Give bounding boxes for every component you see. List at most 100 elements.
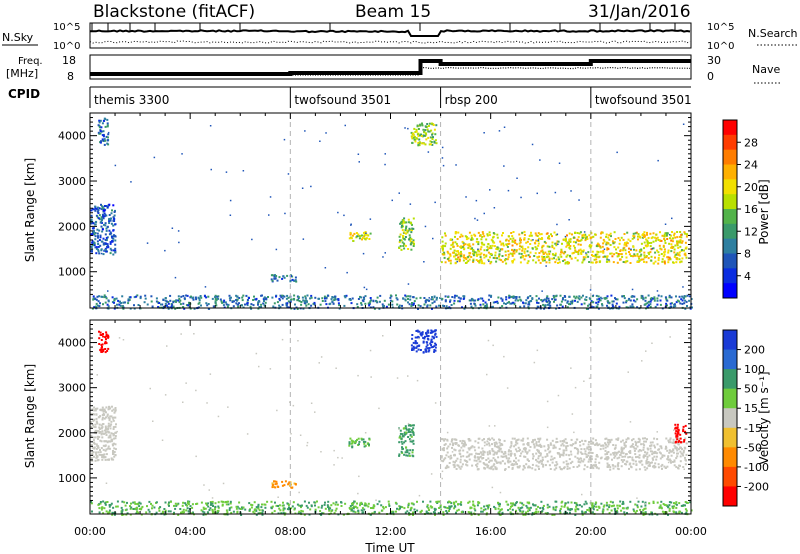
power-data-cell xyxy=(114,243,117,246)
vel-data-cell xyxy=(569,462,572,465)
power-data-cell xyxy=(113,307,116,310)
vel-data-cell xyxy=(99,502,102,505)
vel-data-cell xyxy=(448,508,451,510)
power-data-cell xyxy=(457,296,460,299)
power-data-cell xyxy=(496,248,499,251)
power-data-cell xyxy=(413,243,415,245)
vel-data-cell xyxy=(566,465,569,468)
vel-data-cell xyxy=(685,453,688,456)
vel-data-cell xyxy=(531,512,534,514)
vel-data-cell xyxy=(638,438,641,441)
power-data-cell xyxy=(107,131,110,134)
power-data-cell xyxy=(98,252,101,255)
power-data-cell xyxy=(511,295,513,298)
vel-data-cell xyxy=(551,461,554,464)
vel-data-cell xyxy=(348,444,351,447)
vel-data-cell xyxy=(645,440,647,443)
vel-data-cell xyxy=(616,507,619,510)
power-data-cell xyxy=(404,298,407,301)
power-data-cell xyxy=(676,244,679,247)
power-data-cell xyxy=(104,295,107,298)
vel-data-cell xyxy=(594,458,597,461)
power-data-cell xyxy=(455,164,457,166)
vel-data-cell xyxy=(547,448,550,451)
vel-data-cell xyxy=(596,509,599,511)
power-data-cell xyxy=(619,250,622,252)
vel-data-cell xyxy=(641,463,644,466)
power-data-cell xyxy=(401,221,404,224)
vel-data-cell xyxy=(451,438,454,441)
power-data-cell xyxy=(321,300,324,302)
vel-data-cell xyxy=(274,480,277,483)
power-data-cell xyxy=(416,124,419,127)
power-data-cell xyxy=(346,271,348,274)
power-data-cell xyxy=(546,245,549,248)
vel-data-cell xyxy=(599,457,602,460)
power-data-cell xyxy=(676,231,679,233)
vel-data-cell xyxy=(529,466,531,469)
power-data-cell xyxy=(107,136,109,139)
vel-data-cell xyxy=(674,441,677,444)
power-data-cell xyxy=(653,296,656,299)
power-data-cell xyxy=(105,227,108,230)
power-data-cell xyxy=(329,302,332,305)
power-data-cell xyxy=(542,303,545,306)
vel-data-cell xyxy=(107,511,110,514)
vel-data-cell xyxy=(611,458,613,461)
power-data-cell xyxy=(551,298,554,301)
vel-data-cell xyxy=(494,466,497,469)
power-data-cell xyxy=(511,261,514,264)
vel-data-cell xyxy=(605,456,608,459)
power-data-cell xyxy=(530,239,533,242)
power-data-cell xyxy=(197,306,200,309)
vel-data-cell xyxy=(293,482,296,485)
power-data-cell xyxy=(598,255,601,258)
vel-data-cell xyxy=(98,428,101,430)
vel-data-cell xyxy=(674,423,677,426)
power-data-cell xyxy=(477,260,479,263)
power-data-cell xyxy=(625,306,628,309)
vel-data-cell xyxy=(559,455,562,458)
power-data-cell xyxy=(103,205,106,207)
vel-data-cell xyxy=(487,507,490,510)
vel-data-cell xyxy=(195,389,197,392)
power-data-cell xyxy=(566,301,569,304)
power-data-cell xyxy=(264,301,267,304)
vel-data-cell xyxy=(182,501,185,504)
vel-data-cell xyxy=(411,347,414,350)
vel-data-cell xyxy=(608,512,611,514)
vel-data-cell xyxy=(405,431,407,434)
power-data-cell xyxy=(97,131,100,134)
vel-data-cell xyxy=(405,428,408,431)
vel-data-cell xyxy=(399,435,402,438)
noise-tick-high-right: 10^5 xyxy=(707,22,734,33)
power-data-cell xyxy=(105,229,108,232)
vel-data-cell xyxy=(618,450,620,453)
power-data-cell xyxy=(391,199,393,202)
vel-data-cell xyxy=(140,513,143,516)
vel-data-cell xyxy=(622,500,625,503)
vel-data-cell xyxy=(284,480,287,483)
power-data-cell xyxy=(541,246,544,249)
vel-data-cell xyxy=(164,509,167,512)
vel-data-cell xyxy=(476,468,479,471)
vel-data-cell xyxy=(591,452,594,454)
power-data-cell xyxy=(363,234,366,237)
power-data-cell xyxy=(489,252,492,255)
power-data-cell xyxy=(177,295,180,298)
vel-data-cell xyxy=(641,500,644,503)
power-data-cell xyxy=(536,301,538,304)
power-data-cell xyxy=(674,236,677,239)
vel-data-cell xyxy=(105,342,108,345)
power-data-cell xyxy=(199,295,202,297)
vel-data-cell xyxy=(439,504,442,507)
vel-data-cell xyxy=(431,335,434,338)
vel-data-cell xyxy=(670,501,673,504)
vel-data-cell xyxy=(524,455,527,458)
power-data-cell xyxy=(557,262,559,264)
vel-data-cell xyxy=(608,439,611,441)
power-data-cell xyxy=(541,290,543,292)
vel-data-cell xyxy=(653,455,656,458)
vel-data-cell xyxy=(606,504,609,507)
power-data-cell xyxy=(285,303,288,306)
